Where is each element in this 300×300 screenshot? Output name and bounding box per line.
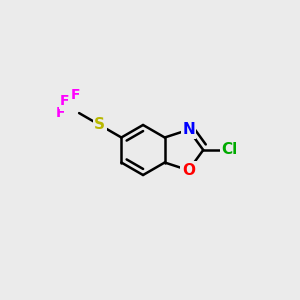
Text: F: F [71, 88, 81, 102]
Text: Cl: Cl [221, 142, 238, 158]
Text: S: S [94, 118, 105, 133]
Text: O: O [182, 163, 195, 178]
Text: F: F [56, 106, 65, 120]
Text: N: N [182, 122, 195, 137]
Text: F: F [60, 94, 70, 108]
